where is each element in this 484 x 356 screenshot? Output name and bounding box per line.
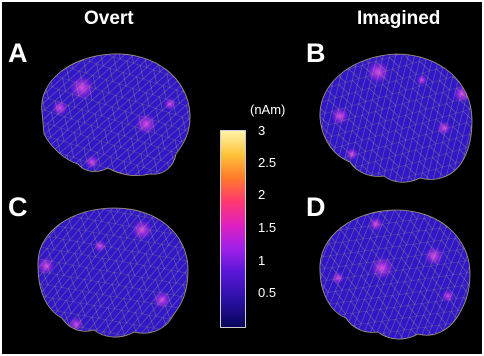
colorbar-unit: (nAm) (250, 102, 286, 117)
panel-label-a: A (8, 38, 28, 68)
brain-panel-c (37, 207, 189, 338)
colorbar (220, 130, 246, 328)
panel-label-d: D (306, 192, 326, 222)
panel-label-c: C (8, 192, 28, 222)
colorbar-tick-2: 2 (258, 187, 266, 202)
colorbar-tick-1: 1 (258, 253, 266, 268)
brain-panel-b (319, 53, 473, 183)
colorbar-tick-3: 3 (258, 123, 266, 138)
panel-label-b: B (306, 38, 326, 68)
colorbar-tick-0-5: 0.5 (258, 285, 277, 300)
colorbar-tick-2-5: 2.5 (258, 155, 277, 170)
colorbar-tick-1-5: 1.5 (258, 220, 277, 235)
brain-panel-d (319, 209, 471, 340)
column-title-overt: Overt (84, 8, 134, 29)
column-title-imagined: Imagined (357, 8, 441, 29)
brain-panel-a (41, 53, 191, 176)
